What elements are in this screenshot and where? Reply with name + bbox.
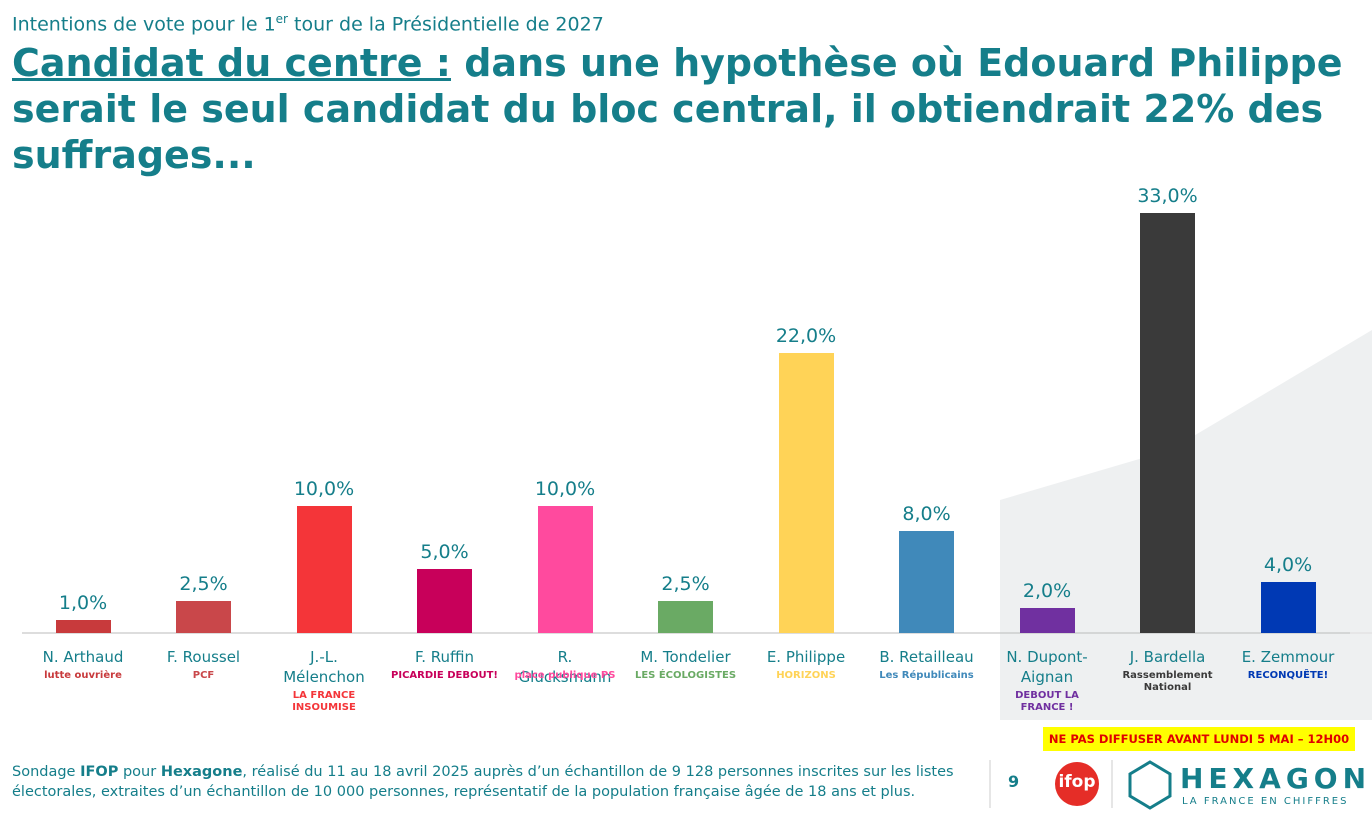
value-label: 2,5%	[179, 573, 228, 596]
party-logo: HORIZONS	[776, 670, 836, 681]
party-logo: PCF	[192, 670, 215, 681]
page-number: 9	[1008, 772, 1020, 791]
value-label: 1,0%	[58, 592, 108, 615]
party-logo: lutte ouvrière	[44, 670, 122, 681]
subtitle-sup: er	[275, 12, 288, 26]
tagline: LA FRANCE EN CHIFFRES	[1182, 796, 1349, 807]
value-label: 10,0%	[293, 477, 355, 500]
category-label: J. Bardella	[1129, 648, 1206, 666]
category-label: R. Glucksmann	[518, 648, 612, 686]
party-logo: LA FRANCE INSOUMISE	[292, 690, 356, 713]
value-label: 10,0%	[534, 477, 596, 500]
title-lead: Candidat du centre :	[12, 41, 451, 85]
bar	[899, 531, 954, 633]
category-label: B. Retailleau	[879, 648, 974, 666]
subtitle-text: Intentions de vote pour le 1	[12, 13, 276, 36]
bar	[417, 569, 472, 633]
party-logo: PICARDIE DEBOUT!	[391, 670, 498, 681]
ifop-logo: ifop	[1058, 772, 1096, 792]
party-logo: LES ÉCOLOGISTES	[634, 670, 737, 681]
value-label: 2,5%	[661, 573, 710, 596]
source: Sondage IFOP pour Hexagone, réalisé du 1…	[12, 762, 982, 802]
brand: HEXAGONE	[1180, 762, 1372, 795]
category-label: E. Philippe	[766, 648, 846, 666]
bar	[1140, 213, 1195, 633]
bar	[537, 505, 593, 633]
value-label: 22,0%	[775, 325, 837, 347]
title-text: dans une hypothèse où Edouard Philippe s…	[12, 41, 1356, 177]
subtitle: Intentions de vote pour le 1er tour de l…	[12, 12, 604, 35]
bar	[1019, 607, 1075, 633]
source-bold: Hexagone	[160, 764, 243, 780]
bar	[55, 620, 111, 633]
source-text: Sondage	[12, 764, 81, 780]
bar	[1260, 582, 1316, 633]
source-text: , réalisé du 11 au 18 avril 2025 auprès …	[12, 764, 959, 800]
party-logo: RECONQUÊTE!	[1247, 670, 1329, 681]
embargo: NE PAS DIFFUSER AVANT LUNDI 5 MAI – 12H0…	[1043, 727, 1355, 751]
bar	[658, 601, 713, 633]
category-label: N. Arthaud	[42, 648, 124, 666]
bar	[296, 505, 352, 633]
source-text: pour	[118, 764, 161, 780]
bar	[778, 353, 834, 633]
value-label: 5,0%	[420, 541, 469, 564]
category-label: E. Zemmour	[1241, 648, 1335, 666]
party-logo: Rassemblement National	[1122, 670, 1213, 693]
subtitle-text: tour de la Présidentielle de 2027	[288, 13, 604, 36]
value-label: 8,0%	[902, 503, 951, 526]
value-label: 2,0%	[1022, 579, 1072, 602]
value-label: 33,0%	[1137, 185, 1198, 207]
party-logo: Les Républicains	[879, 670, 974, 681]
party-logo: place publique PS	[514, 670, 616, 681]
category-label: N. Dupont-Aignan	[1006, 648, 1088, 686]
title: Candidat du centre : dans une hypothèse …	[12, 40, 1362, 178]
source-bold: IFOP	[80, 764, 119, 780]
category-label: J.-L. Mélenchon	[283, 648, 365, 686]
category-label: F. Roussel	[166, 648, 241, 666]
category-label: F. Ruffin	[414, 648, 475, 666]
category-label: M. Tondelier	[640, 648, 731, 666]
value-label: 4,0%	[1263, 554, 1313, 577]
party-logo: DEBOUT LA FRANCE !	[1015, 690, 1079, 713]
bar	[176, 601, 231, 633]
